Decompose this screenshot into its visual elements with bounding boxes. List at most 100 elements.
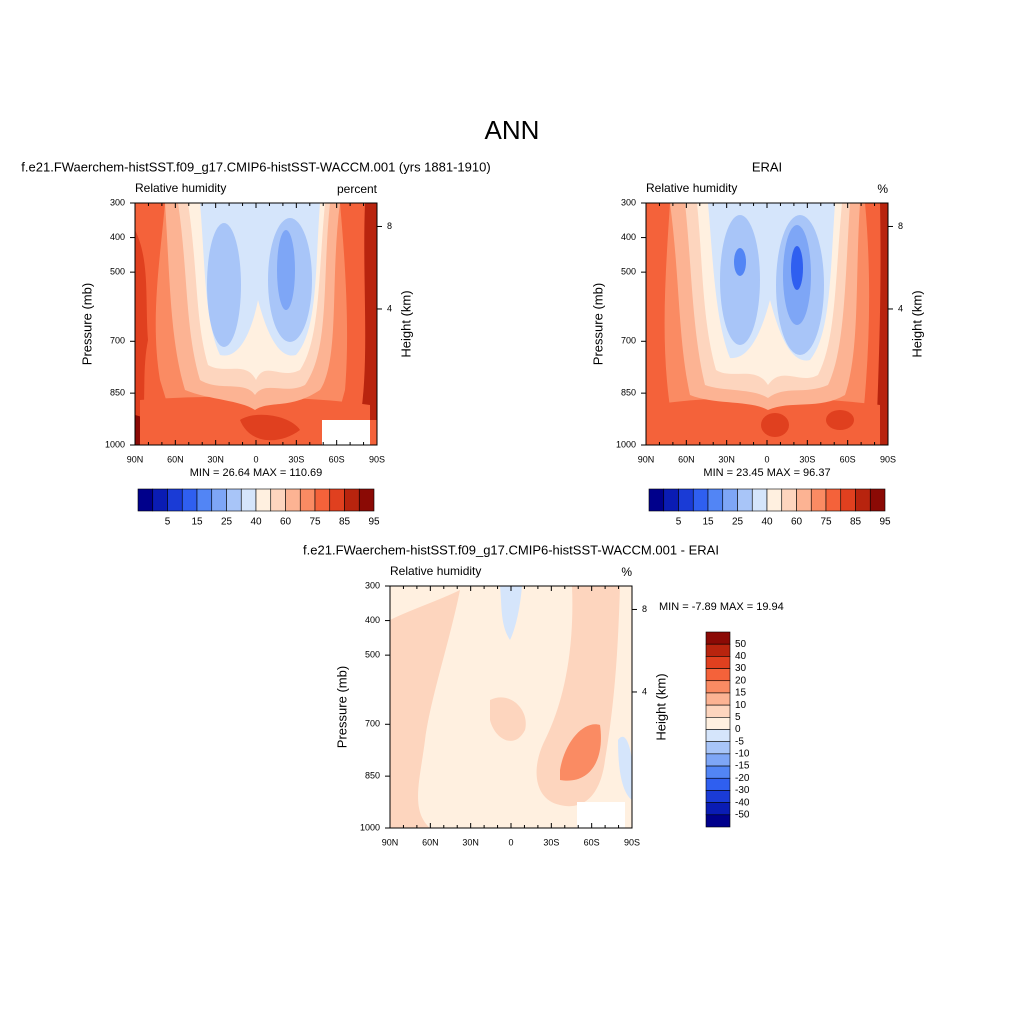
colorbar-label: 40 — [250, 517, 262, 528]
y2-tick-label: 4 — [898, 303, 903, 313]
colorbar-box — [751, 488, 768, 512]
colorbar-box — [705, 656, 731, 669]
panel-title: f.e21.FWaerchem-histSST.f09_g17.CMIP6-hi… — [303, 542, 719, 557]
colorbar-label: 30 — [735, 663, 747, 674]
colorbar-box — [869, 488, 886, 512]
colorbar-label: 5 — [735, 712, 741, 723]
colorbar-label: -50 — [735, 809, 750, 820]
y-tick-label: 1000 — [360, 822, 380, 832]
x-tick-label: 90N — [382, 837, 399, 847]
colorbar-label: -20 — [735, 773, 750, 784]
colorbar-box — [181, 488, 198, 512]
contour-band — [500, 586, 522, 640]
x-tick-label: 30N — [718, 454, 735, 464]
y2-axis-label: Height (km) — [909, 290, 924, 357]
colorbar-label: 40 — [761, 517, 773, 528]
colorbar-label: 25 — [221, 517, 233, 528]
colorbar-box — [344, 488, 360, 512]
colorbar-box — [152, 488, 168, 512]
y2-tick-label: 4 — [642, 686, 647, 696]
colorbar-label: 95 — [368, 517, 380, 528]
x-tick-label: 90S — [624, 837, 640, 847]
x-tick-label: 0 — [508, 837, 513, 847]
x-tick-label: 90S — [369, 454, 385, 464]
subtitle-left: Relative humidity — [646, 181, 737, 195]
colorbar-box — [722, 488, 738, 512]
y2-tick-label: 8 — [642, 604, 647, 614]
contour-band — [734, 248, 746, 276]
missing-region — [577, 802, 625, 828]
colorbar-label: 15 — [191, 517, 203, 528]
colorbar-label: 15 — [702, 517, 714, 528]
contour-band — [390, 590, 460, 828]
colorbar-box — [678, 488, 694, 512]
stats: MIN = 26.64 MAX = 110.69 — [190, 467, 322, 479]
colorbar-box — [705, 643, 731, 657]
colorbar-box — [299, 488, 316, 512]
y2-tick-label: 8 — [898, 221, 903, 231]
colorbar-box — [810, 488, 827, 512]
x-tick-label: 90S — [880, 454, 896, 464]
colorbar-box — [270, 488, 286, 512]
colorbar-box — [855, 488, 871, 512]
y2-axis-label: Height (km) — [653, 673, 668, 740]
y-tick-label: 700 — [621, 336, 636, 346]
colorbar-box — [825, 488, 842, 512]
y-tick-label: 400 — [110, 232, 125, 242]
y2-tick-label: 8 — [387, 221, 392, 231]
contour-band — [207, 223, 241, 347]
contour-band — [791, 246, 803, 290]
y-tick-label: 850 — [110, 388, 125, 398]
y-tick-label: 300 — [621, 197, 636, 207]
colorbar-label: -5 — [735, 736, 744, 747]
y2-tick-label: 4 — [387, 303, 392, 313]
y-tick-label: 400 — [621, 232, 636, 242]
x-tick-label: 30N — [207, 454, 224, 464]
colorbar-label: 40 — [735, 651, 747, 662]
x-tick-label: 30N — [462, 837, 479, 847]
subtitle-left: Relative humidity — [390, 564, 481, 578]
x-tick-label: 90N — [638, 454, 655, 464]
y-tick-label: 300 — [365, 580, 380, 590]
colorbar-box — [705, 631, 731, 645]
contour-band — [646, 203, 680, 445]
colorbar-box — [705, 668, 731, 682]
x-tick-label: 30S — [288, 454, 304, 464]
colorbar-label: 15 — [735, 688, 747, 699]
subtitle-right: % — [621, 565, 632, 579]
y-tick-label: 700 — [110, 336, 125, 346]
x-tick-label: 60N — [678, 454, 695, 464]
contour-band — [360, 203, 377, 420]
x-tick-label: 60S — [329, 454, 345, 464]
colorbar-label: 60 — [791, 517, 803, 528]
colorbar-label: 95 — [879, 517, 891, 528]
contour-band — [618, 736, 632, 800]
colorbar-box — [705, 802, 731, 816]
y-axis-label: Pressure (mb) — [79, 283, 94, 365]
colorbar-box — [692, 488, 709, 512]
colorbar-box — [705, 790, 731, 803]
colorbar-box — [781, 488, 797, 512]
colorbar-label: 85 — [339, 517, 351, 528]
y-tick-label: 1000 — [616, 439, 636, 449]
y-tick-label: 1000 — [105, 439, 125, 449]
colorbar-box — [663, 488, 679, 512]
subtitle-left: Relative humidity — [135, 181, 226, 195]
colorbar-box — [705, 704, 731, 718]
x-tick-label: 0 — [253, 454, 258, 464]
contour-band — [876, 203, 888, 445]
y-tick-label: 400 — [365, 615, 380, 625]
colorbar-label: 25 — [732, 517, 744, 528]
y-axis-label: Pressure (mb) — [590, 283, 605, 365]
colorbar-box — [705, 814, 731, 828]
y-tick-label: 500 — [621, 267, 636, 277]
colorbar-label: 60 — [280, 517, 292, 528]
colorbar-box — [705, 729, 731, 742]
contour-band — [720, 215, 760, 345]
colorbar-box — [226, 488, 242, 512]
colorbar-box — [766, 488, 783, 512]
colorbar-box — [705, 680, 731, 694]
colorbar-box — [196, 488, 213, 512]
colorbar-label: 75 — [309, 517, 321, 528]
panel-title: f.e21.FWaerchem-histSST.f09_g17.CMIP6-hi… — [21, 159, 490, 174]
